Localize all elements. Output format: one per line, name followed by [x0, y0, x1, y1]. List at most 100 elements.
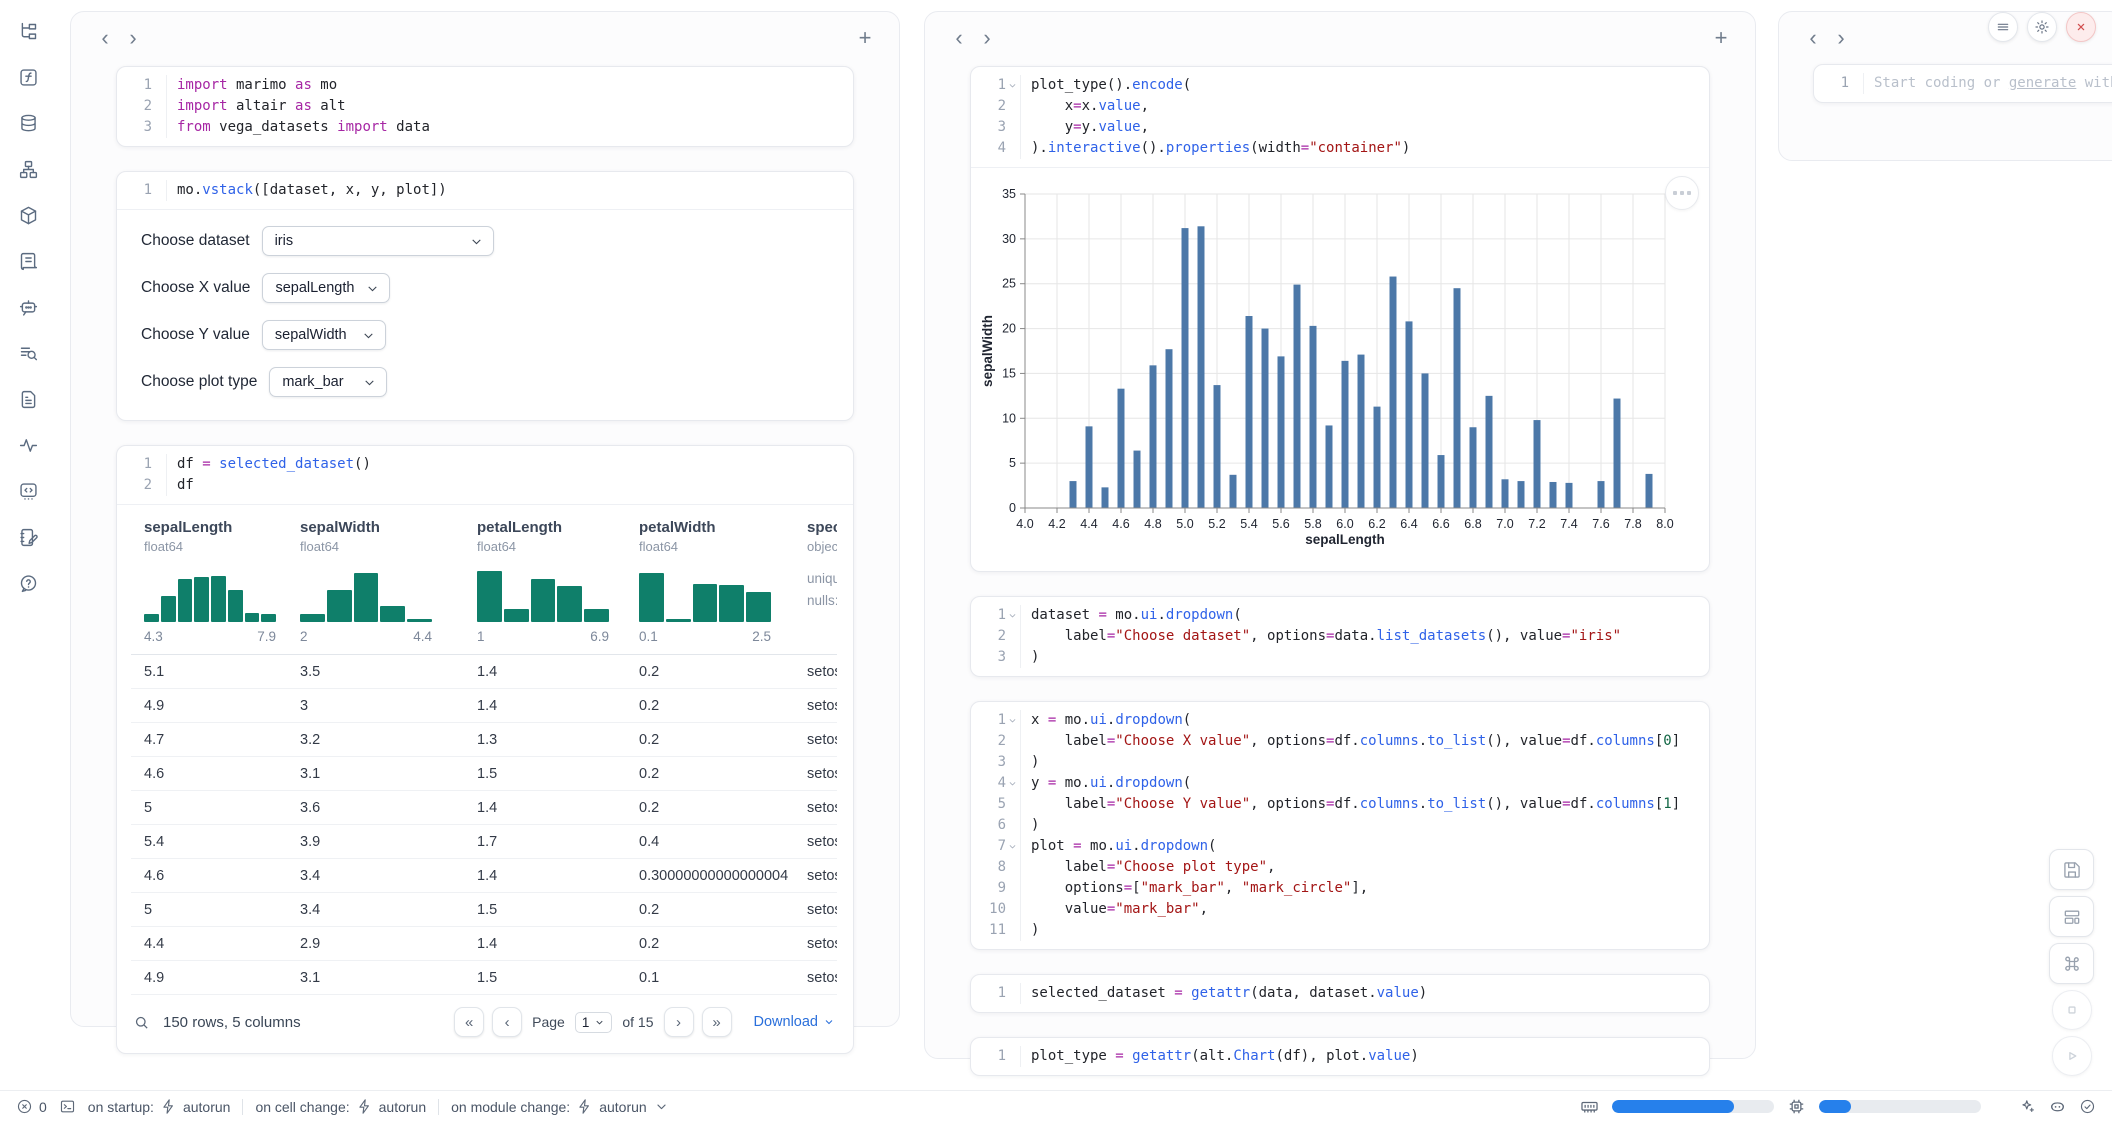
dropdown-select[interactable]: sepalWidth	[262, 320, 386, 350]
svg-text:4.0: 4.0	[1016, 517, 1033, 531]
cell-vstack: 1mo.vstack([dataset, x, y, plot]) Choose…	[116, 171, 854, 421]
snippets-icon[interactable]	[11, 384, 45, 414]
cell-selected-dataset: 1selected_dataset = getattr(data, datase…	[970, 974, 1710, 1013]
code-editor[interactable]: 1mo.vstack([dataset, x, y, plot])	[117, 172, 853, 209]
column-header[interactable]: sepalLengthfloat644.37.9	[131, 519, 287, 644]
svg-text:15: 15	[1002, 366, 1016, 380]
code-editor[interactable]: 1plot_type = getattr(alt.Chart(df), plot…	[971, 1038, 1709, 1075]
svg-text:7.6: 7.6	[1592, 517, 1609, 531]
first-page-button[interactable]: «	[454, 1007, 484, 1037]
cpu-usage-bar	[1819, 1100, 1981, 1113]
search-icon[interactable]	[133, 1014, 150, 1031]
on-startup-toggle[interactable]: on startup: autorun	[88, 1098, 231, 1115]
functions-icon[interactable]	[11, 62, 45, 92]
dropdown-select[interactable]: sepalLength	[262, 273, 390, 303]
svg-text:30: 30	[1002, 232, 1016, 246]
dropdown-row: Choose X valuesepalLength	[141, 273, 829, 303]
dependencies-icon[interactable]	[11, 154, 45, 184]
gear-icon[interactable]	[2027, 12, 2057, 42]
lightning-icon	[160, 1098, 177, 1115]
dropdown-select[interactable]: mark_bar	[269, 367, 387, 397]
svg-text:5.0: 5.0	[1176, 517, 1193, 531]
scratchpad-icon[interactable]	[11, 476, 45, 506]
svg-text:6.0: 6.0	[1336, 517, 1353, 531]
chevron-down-icon	[653, 1098, 670, 1115]
column-header[interactable]: petalWidthfloat640.12.5	[626, 519, 794, 644]
cell-new-empty: 1 Start coding or generate with AI	[1813, 64, 2112, 103]
datasets-icon[interactable]	[11, 108, 45, 138]
svg-text:10: 10	[1002, 411, 1016, 425]
column-next-icon[interactable]: ›	[119, 24, 147, 52]
notes-icon[interactable]	[11, 522, 45, 552]
tracing-icon[interactable]	[11, 430, 45, 460]
column-histogram	[477, 564, 609, 622]
svg-text:8.0: 8.0	[1656, 517, 1673, 531]
code-placeholder: Start coding or generate with AI	[1864, 73, 2112, 94]
on-cell-change-toggle[interactable]: on cell change: autorun	[255, 1098, 426, 1115]
line-number: 1	[1841, 73, 1849, 94]
code-editor[interactable]: 1selected_dataset = getattr(data, datase…	[971, 975, 1709, 1012]
circle-x-icon	[16, 1098, 33, 1115]
column-prev-icon[interactable]: ‹	[91, 24, 119, 52]
run-icon[interactable]	[2052, 1036, 2092, 1076]
page-select[interactable]: 1	[575, 1012, 613, 1033]
sidebar	[0, 0, 56, 1090]
column-histogram	[300, 564, 432, 622]
dropdown-select[interactable]: iris	[262, 226, 494, 256]
column-next-icon[interactable]: ›	[973, 24, 1001, 52]
on-module-change-toggle[interactable]: on module change: autorun	[451, 1098, 670, 1115]
stop-icon[interactable]	[2052, 990, 2092, 1030]
code-editor[interactable]: 1import marimo as mo2import altair as al…	[117, 67, 853, 146]
chat-icon[interactable]	[11, 292, 45, 322]
error-count-badge[interactable]: 0	[16, 1098, 47, 1115]
code-editor[interactable]: 1x = mo.ui.dropdown(2 label="Choose X va…	[971, 702, 1709, 949]
next-page-button[interactable]: ›	[664, 1007, 694, 1037]
menu-icon[interactable]	[1988, 12, 2018, 42]
file-explorer-icon[interactable]	[11, 16, 45, 46]
add-cell-icon[interactable]: +	[1707, 24, 1735, 52]
copilot-icon[interactable]	[2049, 1098, 2066, 1115]
chart-actions-icon[interactable]	[1665, 176, 1699, 210]
cell-xy-plot-dropdowns: 1x = mo.ui.dropdown(2 label="Choose X va…	[970, 701, 1710, 950]
terminal-icon[interactable]	[59, 1098, 76, 1115]
column-header[interactable]: sepalWidthfloat6424.4	[287, 519, 464, 644]
add-cell-icon[interactable]: +	[851, 24, 879, 52]
code-editor[interactable]: 1dataset = mo.ui.dropdown(2 label="Choos…	[971, 597, 1709, 676]
svg-text:20: 20	[1002, 322, 1016, 336]
dropdown-row: Choose datasetiris	[141, 226, 829, 256]
ai-sparkles-icon[interactable]	[2019, 1098, 2036, 1115]
layout-icon[interactable]	[2049, 896, 2094, 937]
column-middle: ‹ › + 1plot_type().encode(2 x=x.value,3 …	[924, 11, 1756, 1059]
code-editor[interactable]: 1plot_type().encode(2 x=x.value,3 y=y.va…	[971, 67, 1709, 167]
page-total-label: of 15	[622, 1014, 653, 1030]
column-header[interactable]: speciesobjectunique:nulls:	[794, 519, 837, 644]
logs-icon[interactable]	[11, 246, 45, 276]
memory-icon	[1580, 1097, 1599, 1116]
cell-dataset-dropdown: 1dataset = mo.ui.dropdown(2 label="Choos…	[970, 596, 1710, 677]
svg-text:4.4: 4.4	[1080, 517, 1097, 531]
generate-with-ai-link[interactable]: generate	[2009, 75, 2076, 91]
packages-icon[interactable]	[11, 200, 45, 230]
table-row: 53.61.40.2setosa	[131, 791, 837, 825]
code-editor[interactable]: 1df = selected_dataset()2df	[117, 446, 853, 504]
column-prev-icon[interactable]: ‹	[945, 24, 973, 52]
code-editor[interactable]: 1 Start coding or generate with AI	[1814, 65, 2112, 102]
chart-output: 4.04.24.44.64.85.05.25.45.65.86.06.26.46…	[971, 167, 1709, 571]
download-button[interactable]: Download	[754, 1014, 836, 1030]
svg-text:sepalLength: sepalLength	[1305, 532, 1385, 547]
svg-text:4.8: 4.8	[1144, 517, 1161, 531]
svg-text:sepalWidth: sepalWidth	[980, 315, 995, 387]
dropdown-row: Choose Y valuesepalWidth	[141, 320, 829, 350]
documentation-icon[interactable]	[11, 338, 45, 368]
command-icon[interactable]	[2049, 943, 2094, 984]
close-icon[interactable]	[2066, 12, 2096, 42]
save-icon[interactable]	[2049, 849, 2094, 890]
prev-page-button[interactable]: ‹	[492, 1007, 522, 1037]
connection-status-icon[interactable]	[2079, 1098, 2096, 1115]
svg-text:35: 35	[1002, 187, 1016, 201]
last-page-button[interactable]: »	[702, 1007, 732, 1037]
help-icon[interactable]	[11, 568, 45, 598]
column-header[interactable]: petalLengthfloat6416.9	[464, 519, 626, 644]
column-next-icon[interactable]: ›	[1827, 24, 1855, 52]
column-prev-icon[interactable]: ‹	[1799, 24, 1827, 52]
